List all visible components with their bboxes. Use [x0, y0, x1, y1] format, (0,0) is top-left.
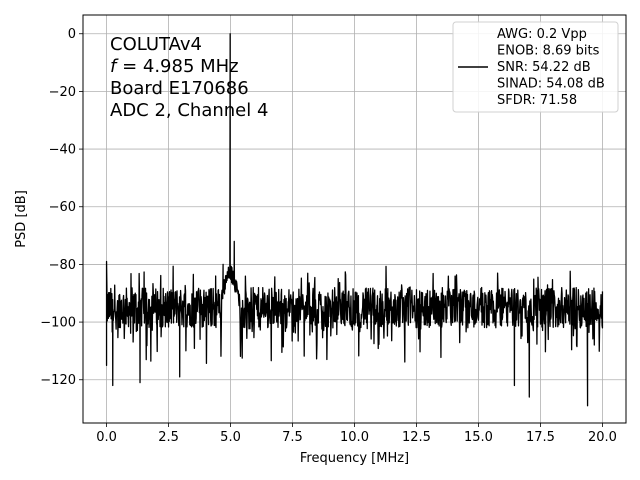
y-tick-label: −80: [49, 258, 76, 273]
x-tick-label: 12.5: [402, 430, 431, 445]
annotation-line: f = 4.985 MHz: [110, 56, 239, 77]
x-tick-label: 0.0: [96, 430, 117, 445]
psd-trace: [105, 33, 604, 407]
x-tick-label: 5.0: [220, 430, 241, 445]
x-tick-label: 10.0: [340, 430, 369, 445]
y-tick-label: −20: [49, 85, 76, 100]
y-tick-label: −100: [40, 316, 76, 331]
x-tick-label: 2.5: [158, 430, 179, 445]
legend-box: [452, 21, 619, 113]
legend-entry: SINAD: 54.08 dB: [497, 77, 605, 92]
annotation-line: ADC 2, Channel 4: [110, 100, 268, 121]
x-axis-ticks: 0.0 2.5 5.0 7.5 10.0 12.5 15.0 17.5 20.0: [96, 423, 617, 445]
annotation-line: COLUTAv4: [110, 34, 202, 55]
legend-entry: SFDR: 71.58: [497, 93, 577, 108]
y-tick-label: −60: [49, 200, 76, 215]
x-axis-label: Frequency [MHz]: [300, 451, 409, 466]
x-tick-label: 7.5: [282, 430, 303, 445]
annotation-line: Board E170686: [110, 78, 249, 99]
legend-entry: SNR: 54.22 dB: [497, 60, 591, 75]
x-tick-label: 20.0: [588, 430, 617, 445]
psd-series-line: [105, 33, 604, 407]
annotation-italic-symbol: f: [110, 56, 119, 77]
y-tick-label: 0: [68, 27, 76, 42]
annotation-line-rest: = 4.985 MHz: [116, 56, 238, 77]
x-tick-label: 17.5: [526, 430, 555, 445]
x-tick-label: 15.0: [464, 430, 493, 445]
y-tick-label: −40: [49, 143, 76, 158]
legend-entry: AWG: 0.2 Vpp: [497, 27, 587, 42]
y-tick-label: −120: [40, 373, 76, 388]
y-axis-label: PSD [dB]: [14, 190, 29, 248]
legend-entry: ENOB: 8.69 bits: [497, 44, 600, 59]
y-axis-ticks: 0 −20 −40 −60 −80 −100 −120: [40, 27, 83, 388]
